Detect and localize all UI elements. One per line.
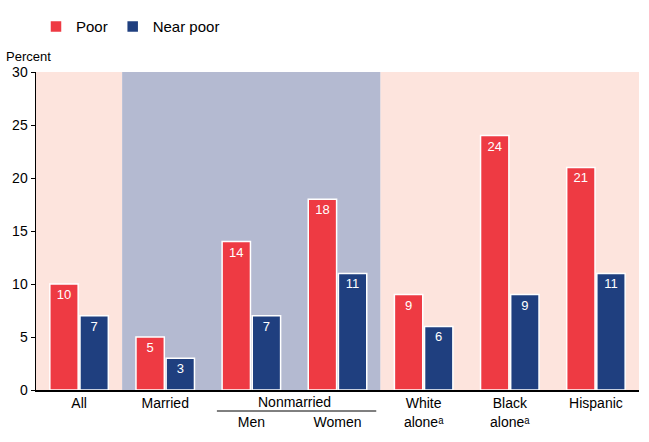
svg-text:5: 5: [147, 340, 154, 355]
svg-text:15: 15: [12, 223, 28, 239]
svg-text:9: 9: [521, 298, 528, 313]
svg-text:10: 10: [12, 276, 28, 292]
svg-text:25: 25: [12, 117, 28, 133]
svg-text:6: 6: [435, 329, 442, 344]
svg-text:Blackaloneᵃ: Blackaloneᵃ: [490, 395, 530, 429]
svg-text:Women: Women: [314, 414, 362, 430]
svg-text:20: 20: [12, 170, 28, 186]
svg-text:0: 0: [20, 382, 28, 398]
svg-text:All: All: [71, 395, 87, 411]
svg-text:11: 11: [604, 276, 618, 291]
svg-text:Percent: Percent: [6, 49, 51, 64]
svg-text:10: 10: [57, 287, 71, 302]
svg-text:5: 5: [20, 329, 28, 345]
svg-text:14: 14: [229, 245, 243, 260]
svg-text:Nonmarried: Nonmarried: [258, 394, 331, 410]
svg-text:11: 11: [346, 276, 360, 291]
svg-text:Poor: Poor: [76, 18, 108, 35]
svg-text:7: 7: [263, 319, 270, 334]
svg-text:30: 30: [12, 64, 28, 80]
svg-text:Hispanic: Hispanic: [569, 395, 623, 411]
svg-text:3: 3: [177, 361, 184, 376]
svg-text:Married: Married: [141, 395, 188, 411]
svg-text:21: 21: [574, 170, 588, 185]
svg-text:Men: Men: [238, 414, 265, 430]
svg-text:9: 9: [405, 298, 412, 313]
svg-text:Whitealoneᵃ: Whitealoneᵃ: [404, 395, 444, 429]
svg-text:24: 24: [487, 139, 501, 154]
svg-text:18: 18: [315, 202, 329, 217]
svg-text:Near poor: Near poor: [153, 18, 220, 35]
svg-text:7: 7: [91, 319, 98, 334]
